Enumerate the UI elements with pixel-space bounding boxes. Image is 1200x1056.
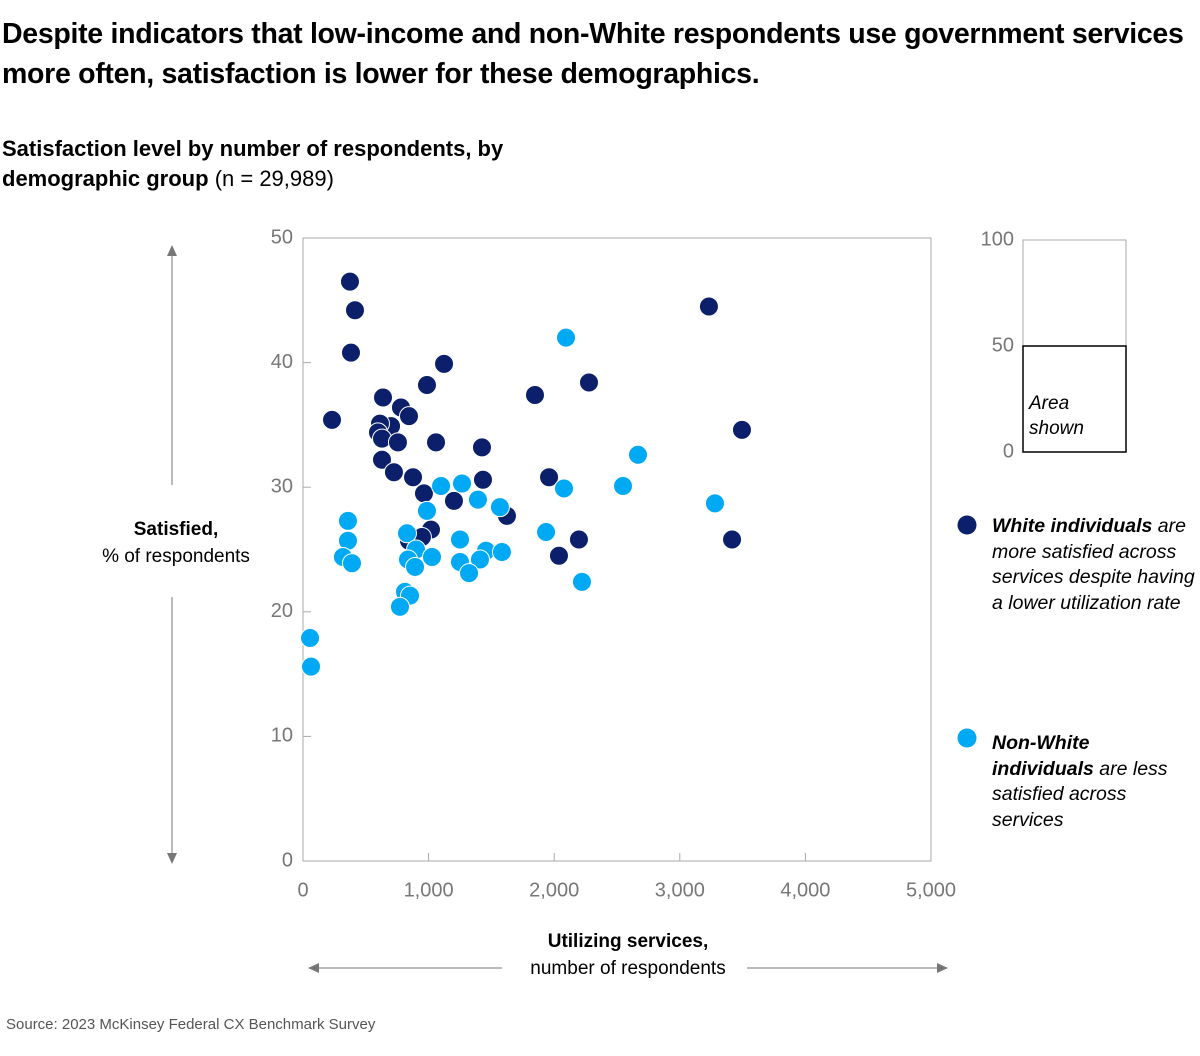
y-axis-label: Satisfied,	[134, 519, 218, 540]
y-tick-label: 40	[271, 351, 293, 373]
x-tick-label: 4,000	[780, 879, 830, 901]
y-tick-label: 50	[271, 226, 293, 248]
x-axis-label-note: number of respondents	[530, 958, 725, 979]
point	[731, 419, 752, 440]
y-axis-label-note: % of respondents	[102, 546, 250, 567]
legend-entry: Non-White individuals are less satisfied…	[992, 731, 1182, 833]
point	[344, 300, 365, 321]
point	[459, 563, 480, 584]
point	[416, 500, 437, 521]
x-arrowhead	[308, 963, 319, 973]
plot-frame	[302, 237, 932, 862]
point	[431, 475, 452, 496]
point	[389, 596, 410, 617]
point	[704, 493, 725, 514]
legend-note: are more satisfied across services despi…	[992, 515, 1195, 614]
legend-marker	[957, 728, 977, 748]
point	[524, 384, 545, 405]
point	[539, 467, 560, 488]
point	[426, 432, 447, 453]
point	[491, 541, 512, 562]
source: Source: 2023 McKinsey Federal CX Benchma…	[6, 1016, 376, 1033]
chart-title: Despite indicators that low-income and n…	[2, 18, 1184, 90]
legend-marker	[957, 515, 977, 535]
point	[301, 656, 322, 677]
legend-name: White individuals	[992, 515, 1153, 537]
point	[340, 342, 361, 363]
point	[450, 529, 470, 550]
point	[339, 271, 360, 292]
point	[413, 483, 434, 504]
legend-name: Non-White individuals	[992, 732, 1094, 780]
point	[300, 627, 321, 648]
inset-area	[1022, 345, 1127, 453]
point	[722, 529, 743, 550]
point	[471, 437, 492, 458]
subtitle-note: (n = 29,989)	[214, 166, 334, 191]
point	[443, 490, 464, 511]
axes: 0 1,000 2,000 3,000 4,000 5,000 0 10 20 30 40 50	[271, 226, 956, 901]
x-tick-label: 5,000	[906, 879, 956, 901]
y-tick-label: 10	[271, 725, 293, 747]
point	[536, 522, 557, 543]
point	[387, 432, 408, 453]
y-tick-label: 0	[282, 849, 293, 871]
y-arrowhead	[167, 245, 177, 256]
point	[416, 375, 437, 396]
point	[373, 387, 394, 408]
inset-label-line: shown	[1029, 418, 1084, 439]
inset-tick-label: 0	[1003, 440, 1014, 462]
legend-entry: White individuals are more satisfied acr…	[992, 514, 1197, 616]
point	[452, 473, 473, 494]
inset: 0 50 100 Area shown	[981, 228, 1127, 462]
y-tick-label: 20	[271, 600, 293, 622]
inset-label-line: Area	[1028, 393, 1069, 414]
point	[421, 546, 442, 567]
point	[627, 444, 648, 465]
point	[613, 475, 634, 496]
point	[322, 409, 343, 430]
point	[489, 497, 510, 518]
point	[578, 372, 599, 393]
point	[434, 353, 455, 374]
point	[568, 529, 589, 550]
point	[337, 510, 358, 531]
point	[405, 556, 426, 577]
point	[396, 523, 417, 544]
x-axis-label: Utilizing services,	[548, 931, 709, 952]
point	[469, 549, 490, 570]
point	[472, 469, 493, 490]
subtitle: Satisfaction level by number of responde…	[2, 134, 537, 194]
point	[403, 467, 424, 488]
legend-note: are less satisfied across services	[992, 757, 1168, 831]
point	[548, 545, 569, 566]
point	[383, 462, 404, 483]
x-tick-label: 2,000	[529, 879, 579, 901]
inset-label: Area shown	[1028, 393, 1084, 439]
y-tick-label: 30	[271, 475, 293, 497]
point	[553, 478, 574, 499]
x-tick-label: 1,000	[404, 879, 454, 901]
point	[341, 553, 362, 574]
inset-tick-label: 50	[992, 334, 1014, 356]
x-tick-label: 3,000	[655, 879, 705, 901]
point	[399, 406, 420, 427]
point	[372, 449, 393, 470]
point	[467, 489, 488, 510]
points	[300, 271, 752, 677]
point	[571, 571, 592, 592]
subtitle-main: Satisfaction level by number of responde…	[2, 136, 504, 191]
point	[698, 296, 719, 317]
point	[556, 327, 577, 348]
x-tick-label: 0	[297, 879, 308, 901]
y-arrowhead	[167, 853, 177, 864]
x-arrowhead	[937, 963, 948, 973]
legend-markers	[957, 515, 977, 748]
inset-tick-label: 100	[981, 228, 1014, 250]
